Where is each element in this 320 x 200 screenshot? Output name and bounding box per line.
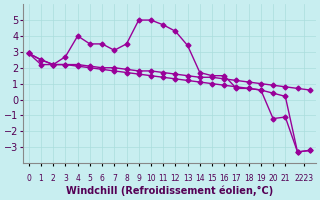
Text: 17: 17 <box>232 174 241 183</box>
Text: 11: 11 <box>158 174 168 183</box>
Text: 13: 13 <box>183 174 192 183</box>
Text: 3: 3 <box>63 174 68 183</box>
Text: 12: 12 <box>171 174 180 183</box>
Text: 4: 4 <box>75 174 80 183</box>
Text: 14: 14 <box>195 174 204 183</box>
Text: 19: 19 <box>256 174 266 183</box>
Text: 10: 10 <box>146 174 156 183</box>
Text: 8: 8 <box>124 174 129 183</box>
Text: 5: 5 <box>87 174 92 183</box>
Text: 6: 6 <box>100 174 105 183</box>
Text: 0: 0 <box>26 174 31 183</box>
Text: 7: 7 <box>112 174 117 183</box>
Text: 15: 15 <box>207 174 217 183</box>
Text: 21: 21 <box>281 174 290 183</box>
Text: 16: 16 <box>220 174 229 183</box>
Text: 1: 1 <box>39 174 44 183</box>
Text: 9: 9 <box>136 174 141 183</box>
Text: 18: 18 <box>244 174 253 183</box>
X-axis label: Windchill (Refroidissement éolien,°C): Windchill (Refroidissement éolien,°C) <box>66 185 273 196</box>
Text: 2223: 2223 <box>294 174 313 183</box>
Text: 2: 2 <box>51 174 56 183</box>
Text: 20: 20 <box>268 174 278 183</box>
